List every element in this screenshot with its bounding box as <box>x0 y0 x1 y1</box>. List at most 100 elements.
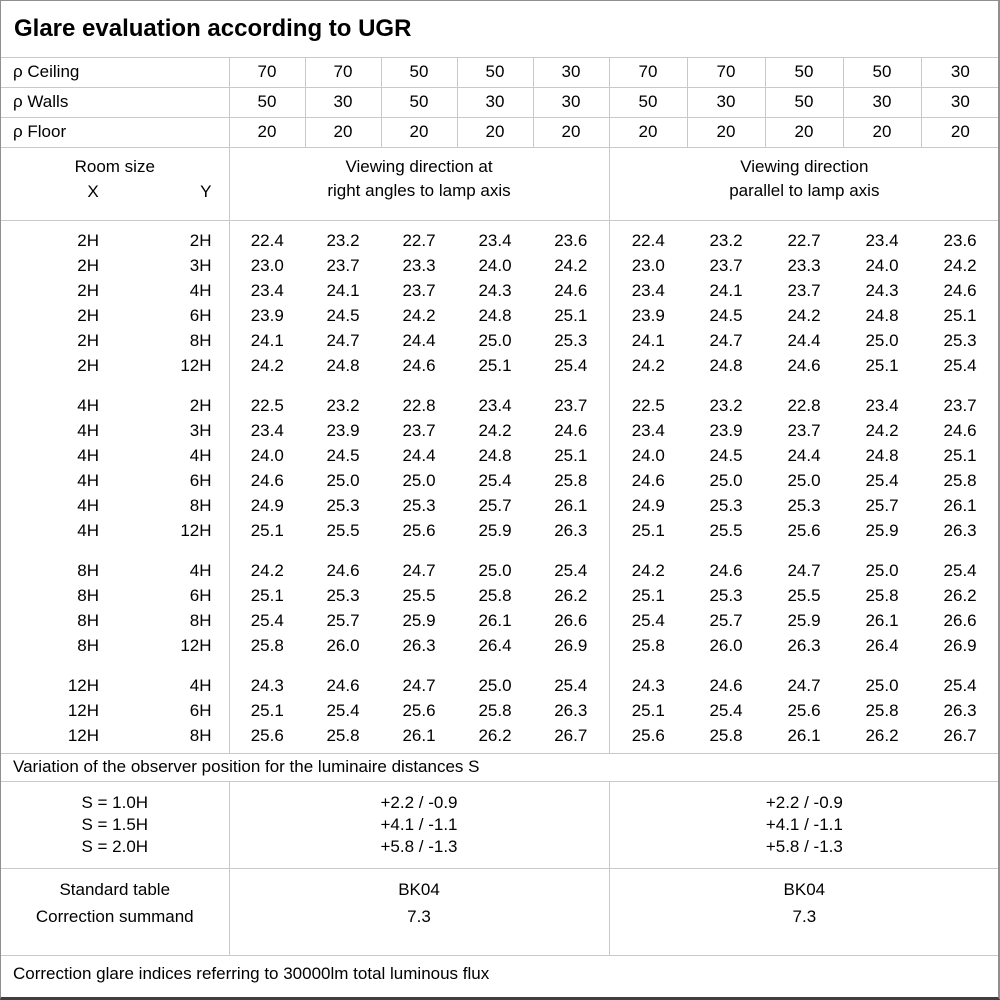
ugr-value-right-angles-cell: 25.8 <box>228 633 305 658</box>
spacer-cell <box>608 543 998 558</box>
ugr-value-parallel-cell: 25.8 <box>709 726 743 745</box>
ugr-value-right-angles-cell: 24.7 <box>326 331 360 350</box>
s-correction-right-angles: +2.2 / -0.9 +4.1 / -1.1 +5.8 / -1.3 <box>228 781 609 869</box>
reflectance-value-cell: 70 <box>228 57 305 88</box>
ugr-value-parallel-cell: 23.2 <box>709 231 743 250</box>
ugr-value-parallel-cell: 25.1 <box>608 698 687 723</box>
ugr-value-right-angles-cell: 25.0 <box>402 471 436 490</box>
spacer-cell <box>1 378 229 393</box>
ugr-value-right-angles-cell: 22.7 <box>402 231 436 250</box>
ugr-value-parallel-cell: 26.2 <box>865 726 899 745</box>
reflectance-row: ρ Ceiling 70 70 50 50 30 70 70 50 50 30 <box>1 57 998 88</box>
ugr-row: 2H 2H 22.4 23.2 22.7 23.4 23.6 22.4 23.2 22.7 23.4… <box>1 228 998 253</box>
room-x-cell: 2H <box>77 331 99 350</box>
ugr-value-right-angles-cell: 24.4 <box>402 446 436 465</box>
ugr-value-right-angles-cell: 23.7 <box>402 281 436 300</box>
spacer-cell <box>608 220 998 228</box>
room-x-cell: 4H <box>77 396 99 415</box>
ugr-value-parallel-cell: 24.6 <box>709 561 743 580</box>
ugr-row: 4H 12H 25.1 25.5 25.6 25.9 26.3 25.1 25.5 25.6 25.… <box>1 518 998 543</box>
column-header-section: Room size X Y Viewing direction at right… <box>1 147 998 221</box>
ugr-value-parallel-cell: 24.4 <box>787 331 821 350</box>
ugr-value-parallel-cell: 25.3 <box>787 496 821 515</box>
ugr-value-right-angles-cell: 24.7 <box>402 676 436 695</box>
spacer-cell <box>228 658 609 673</box>
ugr-row: 2H 6H 23.9 24.5 24.2 24.8 25.1 23.9 24.5 24.2 24.8… <box>1 303 998 328</box>
ugr-value-parallel-cell: 24.8 <box>865 446 899 465</box>
ugr-value-parallel-cell: 26.0 <box>709 636 743 655</box>
ugr-value-parallel-cell: 25.6 <box>608 723 687 748</box>
spacer-cell <box>608 658 998 673</box>
ugr-value-parallel-cell: 24.2 <box>608 353 687 378</box>
ugr-row: 4H 2H 22.5 23.2 22.8 23.4 23.7 22.5 23.2 22.8 23.4… <box>1 393 998 418</box>
ugr-value-right-angles-cell: 23.4 <box>228 278 305 303</box>
ugr-value-parallel-cell: 25.3 <box>943 331 977 350</box>
ugr-value-parallel-cell: 25.8 <box>865 586 899 605</box>
ugr-value-parallel-cell: 26.9 <box>943 636 977 655</box>
spacer-cell <box>1 220 229 228</box>
ugr-value-right-angles-cell: 25.8 <box>478 701 512 720</box>
ugr-value-right-angles-cell: 25.6 <box>228 723 305 748</box>
ugr-value-right-angles-cell: 25.7 <box>326 611 360 630</box>
reflectance-value-cell: 30 <box>686 87 765 118</box>
spacer-cell <box>228 378 609 393</box>
ugr-value-right-angles-cell: 23.7 <box>554 396 588 415</box>
ugr-value-parallel-cell: 25.9 <box>865 521 899 540</box>
ugr-value-parallel-cell: 24.3 <box>865 281 899 300</box>
ugr-value-parallel-cell: 23.6 <box>943 231 977 250</box>
reflectance-value-cell: 70 <box>608 57 687 88</box>
ugr-value-parallel-cell: 23.7 <box>943 396 977 415</box>
ugr-value-parallel-cell: 25.0 <box>709 471 743 490</box>
room-x-cell: 2H <box>77 281 99 300</box>
reflectance-row-label: ρ Walls <box>1 87 229 118</box>
ugr-row: 8H 12H 25.8 26.0 26.3 26.4 26.9 25.8 26.0 26.3 26.… <box>1 633 998 658</box>
title-section: Glare evaluation according to UGR <box>1 1 998 58</box>
room-x-cell: 4H <box>77 471 99 490</box>
reflectance-value-cell: 50 <box>764 57 843 88</box>
room-x-cell: 8H <box>77 586 99 605</box>
reflectance-value-cell: 20 <box>920 117 998 148</box>
ugr-value-right-angles-cell: 26.6 <box>554 611 588 630</box>
xy-header-row: X Y <box>1 179 229 205</box>
ugr-value-right-angles-cell: 22.5 <box>228 393 305 418</box>
reflectance-value-cell: 50 <box>456 57 533 88</box>
ugr-row: 2H 8H 24.1 24.7 24.4 25.0 25.3 24.1 24.7 24.4 25.0… <box>1 328 998 353</box>
room-x-cell: 2H <box>77 306 99 325</box>
spacer-cell <box>608 378 998 393</box>
room-y-cell: 12H <box>180 636 212 655</box>
ugr-value-right-angles-cell: 23.4 <box>478 231 512 250</box>
room-y-cell: 3H <box>189 421 212 440</box>
room-y-cell: 6H <box>189 586 212 605</box>
reflectance-value-cell: 30 <box>532 87 609 118</box>
room-y-cell: 3H <box>189 256 212 275</box>
viewing-direction-right-angles-header: Viewing direction at right angles to lam… <box>228 147 609 221</box>
reflectance-value-cell: 30 <box>920 57 998 88</box>
ugr-value-parallel-cell: 24.3 <box>608 673 687 698</box>
ugr-value-right-angles-cell: 26.4 <box>478 636 512 655</box>
ugr-value-right-angles-cell: 26.1 <box>402 726 436 745</box>
ugr-value-right-angles-cell: 24.8 <box>478 306 512 325</box>
ugr-value-parallel-cell: 24.0 <box>865 256 899 275</box>
ugr-value-right-angles-cell: 24.5 <box>326 306 360 325</box>
ugr-value-right-angles-cell: 26.9 <box>554 636 588 655</box>
ugr-value-parallel-cell: 24.6 <box>787 356 821 375</box>
ugr-value-parallel-cell: 26.4 <box>865 636 899 655</box>
ugr-value-right-angles-cell: 24.8 <box>326 356 360 375</box>
room-x-cell: 4H <box>77 421 99 440</box>
ugr-value-right-angles-cell: 26.0 <box>326 636 360 655</box>
room-x-cell: 4H <box>77 521 99 540</box>
ugr-value-right-angles-cell: 23.2 <box>326 396 360 415</box>
ugr-row: 2H 12H 24.2 24.8 24.6 25.1 25.4 24.2 24.8 24.6 25.… <box>1 353 998 378</box>
standard-table-right-angles: BK04 7.3 <box>228 868 609 956</box>
ugr-value-right-angles-cell: 24.1 <box>228 328 305 353</box>
room-y-cell: 2H <box>189 231 212 250</box>
reflectance-value-cell: 50 <box>608 87 687 118</box>
room-y-cell: 4H <box>189 561 212 580</box>
ugr-row: 12H 4H 24.3 24.6 24.7 25.0 25.4 24.3 24.6 24.7 25.… <box>1 673 998 698</box>
reflectance-value-cell: 30 <box>842 87 921 118</box>
reflectance-value-cell: 50 <box>380 87 457 118</box>
ugr-value-parallel-cell: 24.9 <box>608 493 687 518</box>
ugr-value-right-angles-cell: 22.4 <box>228 228 305 253</box>
ugr-value-parallel-cell: 24.6 <box>943 421 977 440</box>
